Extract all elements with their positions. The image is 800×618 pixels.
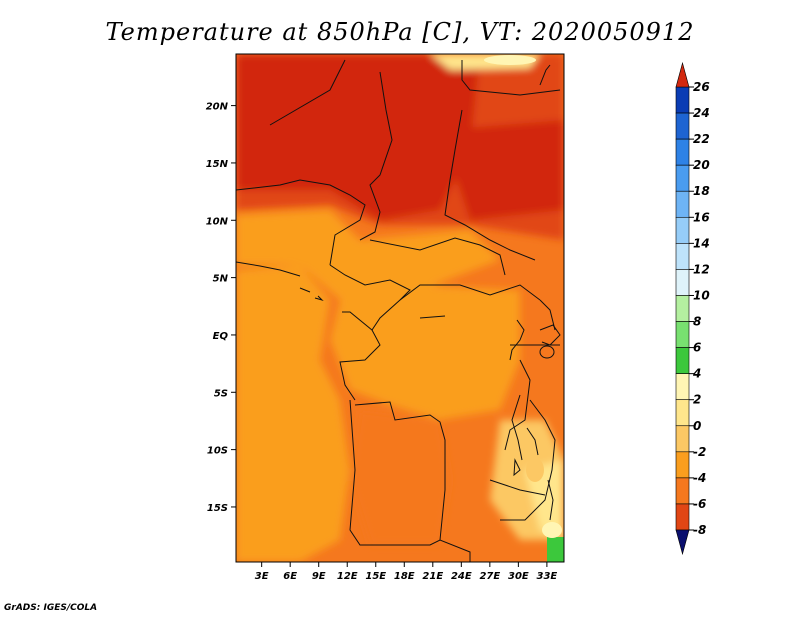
region-lake-lightest: [542, 522, 562, 538]
colorbar-swatch: [675, 347, 690, 374]
x-tick-label: 12E: [337, 571, 358, 582]
y-tick-label: 20N: [206, 102, 229, 113]
colorbar-label: 0: [693, 419, 701, 433]
region-atlantic-cool: [236, 265, 350, 562]
colorbar-bottom-triangle: [675, 529, 690, 556]
colorbar-top-triangle: [675, 61, 690, 88]
y-tick-label: EQ: [213, 331, 229, 342]
region-congo-basin: [330, 285, 520, 420]
colorbar-label: -8: [693, 523, 706, 537]
region-cameroon-band: [236, 210, 500, 300]
colorbar-swatch: [675, 190, 690, 218]
lakes-and-coastline: [299, 64, 561, 521]
x-axis: 3E 6E 9E 12E 15E 18E 21E 24E 27E 30E 33E: [255, 562, 558, 582]
colorbar-label: -2: [693, 445, 706, 459]
y-tick-label: 15N: [206, 159, 229, 170]
colorbar-swatch: [675, 86, 690, 114]
colorbar-label: 4: [692, 367, 701, 381]
x-tick-label: 24E: [451, 571, 472, 582]
y-tick-label: 5N: [213, 274, 229, 285]
colorbar-label: -4: [693, 471, 706, 485]
colorbar-label: 18: [693, 184, 710, 198]
x-tick-label: 33E: [537, 571, 558, 582]
region-green-cold: [547, 537, 564, 562]
region-north-lightest: [484, 55, 536, 65]
y-tick-label: 15S: [207, 503, 228, 514]
chart-title: Temperature at 850hPa [C], VT: 202005091…: [106, 18, 695, 46]
x-tick-label: 18E: [394, 571, 415, 582]
colorbar-swatch: [675, 399, 690, 427]
colorbar-swatch: [675, 216, 690, 244]
x-tick-label: 27E: [479, 571, 500, 582]
region-highland-spot: [526, 458, 544, 482]
x-tick-label: 3E: [255, 571, 269, 582]
x-tick-label: 15E: [365, 571, 386, 582]
y-axis: 20N 15N 10N 5N EQ 5S 10S 15S: [206, 102, 236, 514]
region-chad-hot: [440, 120, 564, 220]
colorbar-swatch: [675, 243, 690, 270]
y-tick-label: 10S: [207, 446, 228, 457]
colorbar-label: 20: [693, 158, 710, 172]
colorbar-label: -6: [693, 497, 706, 511]
colorbar-label: 26: [693, 80, 710, 94]
x-tick-label: 9E: [312, 571, 326, 582]
colorbar-swatch: [675, 138, 690, 166]
colorbar-swatch: [675, 373, 690, 401]
x-tick-label: 30E: [508, 571, 529, 582]
y-tick-label: 5S: [214, 388, 228, 399]
colorbar-swatch: [675, 112, 690, 140]
region-angola-warm: [350, 410, 450, 545]
colorbar-label: 10: [693, 288, 710, 302]
colorbar-label: 22: [693, 132, 710, 146]
colorbar-swatch: [675, 477, 690, 505]
colorbar-label: 12: [693, 262, 710, 276]
credit-label: GrADS: IGES/COLA: [4, 603, 98, 613]
y-tick-label: 10N: [206, 216, 229, 227]
region-sahara-hotspot: [236, 54, 480, 220]
colorbar-swatch: [675, 164, 690, 192]
colorbar-label: 16: [693, 210, 710, 224]
colorbar-swatch: [675, 321, 690, 348]
x-tick-label: 6E: [283, 571, 297, 582]
colorbar-label: 8: [693, 315, 701, 329]
colorbar-label: 6: [693, 341, 701, 355]
colorbar-label: 14: [693, 236, 710, 250]
colorbar-swatch: [675, 425, 690, 453]
colorbar-swatch: [675, 269, 690, 296]
colorbar-label: 24: [693, 106, 710, 120]
map-field: [236, 54, 564, 562]
colorbar-swatch: [675, 295, 690, 322]
country-borders: [236, 59, 561, 562]
colorbar-label: 2: [693, 393, 701, 407]
colorbar-swatch: [675, 451, 690, 479]
plot-frame: [235, 53, 565, 563]
colorbar-swatch: [675, 503, 690, 531]
x-tick-label: 21E: [422, 571, 443, 582]
